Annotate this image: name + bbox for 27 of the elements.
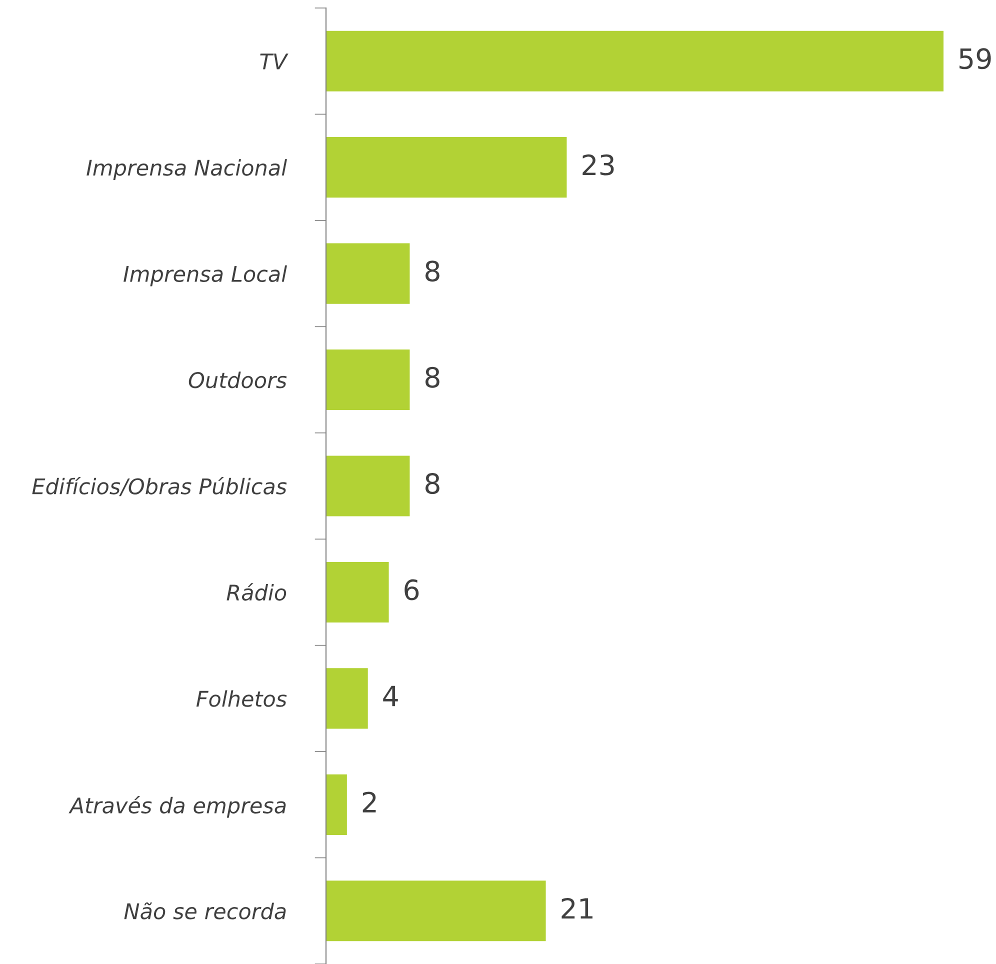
data-label: 21: [562, 898, 592, 919]
y-tick-label: Imprensa Nacional: [86, 159, 288, 180]
y-tick-label: Outdoors: [188, 372, 287, 388]
y-tick-label: Imprensa Local: [124, 265, 288, 286]
y-tick-label: Rádio: [226, 583, 286, 601]
y-tick-label: Folhetos: [196, 690, 287, 707]
data-label: 4: [383, 686, 398, 706]
bar: [326, 668, 368, 729]
data-label: 2: [362, 792, 376, 812]
data-label: 8: [426, 260, 440, 282]
data-label: 8: [426, 473, 440, 494]
bar: [326, 243, 410, 304]
data-label: 6: [404, 579, 419, 600]
y-tick-label: TV: [260, 54, 288, 70]
y-tick-label: Edifícios/Obras Públicas: [32, 476, 287, 496]
bar: [326, 137, 567, 198]
bar: [326, 30, 944, 92]
bar: [326, 880, 546, 942]
bar: [326, 562, 389, 622]
data-label: 59: [960, 48, 991, 70]
data-label: 8: [426, 366, 440, 388]
y-tick-label: Através da empresa: [68, 796, 286, 818]
bar: [326, 774, 347, 835]
data-label: 23: [582, 154, 614, 176]
bar: [326, 350, 410, 410]
y-tick-label: Não se recorda: [124, 902, 286, 920]
bar: [326, 456, 410, 516]
